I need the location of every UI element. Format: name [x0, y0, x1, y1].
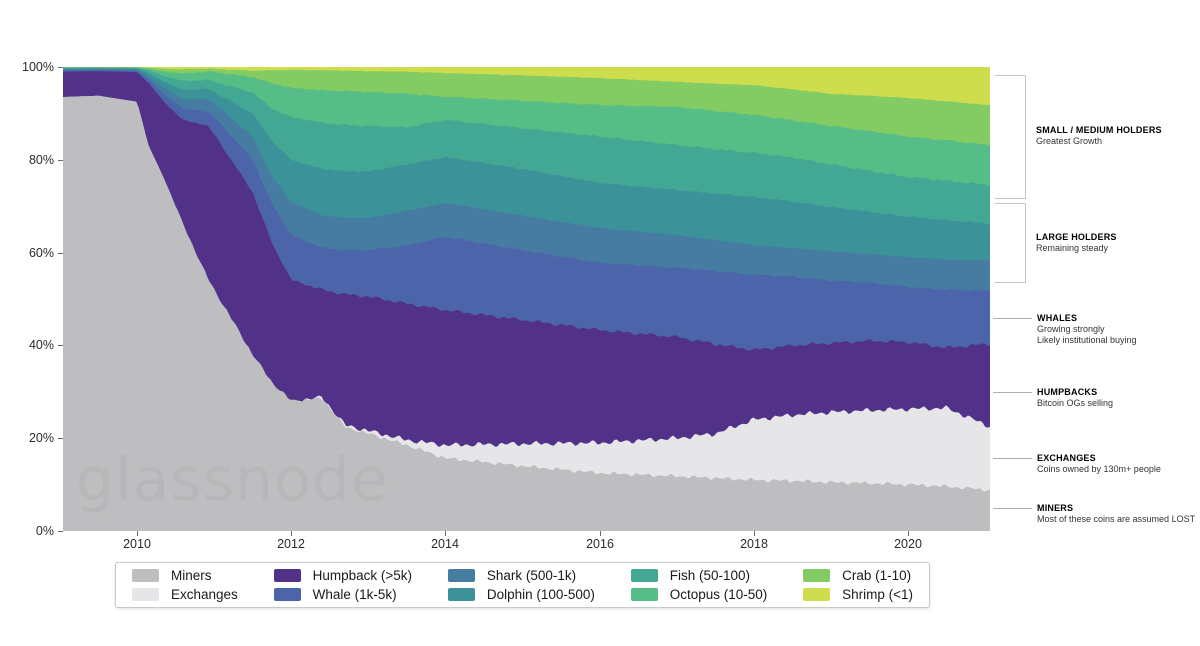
- x-axis-label-2018: 2018: [740, 537, 768, 551]
- annotation-line: Growing strongly: [1037, 324, 1105, 334]
- x-axis-label-2016: 2016: [586, 537, 614, 551]
- bracket-small-medium-holders: [995, 75, 1026, 199]
- annotation-miners: MINERS Most of these coins are assumed L…: [1037, 503, 1200, 525]
- legend-column: Crab (1-10) Shrimp (<1): [803, 567, 913, 603]
- legend-item-crab[interactable]: Crab (1-10): [803, 567, 913, 584]
- y-tick: [58, 531, 63, 532]
- shark-swatch-icon: [447, 569, 475, 582]
- legend-item-dolphin[interactable]: Dolphin (100-500): [447, 586, 595, 603]
- x-tick: [445, 531, 446, 536]
- annotation-line: Most of these coins are assumed LOST: [1037, 514, 1196, 524]
- legend-label: Shark (500-1k): [486, 568, 577, 583]
- legend-item-octopus[interactable]: Octopus (10-50): [630, 586, 768, 603]
- plot-area: glassnode: [63, 67, 990, 531]
- legend-column: Miners Exchanges: [132, 567, 238, 603]
- y-axis-label-20: 20%: [28, 431, 54, 445]
- legend-label: Miners: [171, 568, 212, 583]
- annotation-title: EXCHANGES: [1037, 453, 1096, 463]
- annotation-title: SMALL / MEDIUM HOLDERS: [1036, 125, 1162, 135]
- bracket-large-holders: [995, 203, 1026, 283]
- annotation-title: WHALES: [1037, 313, 1078, 323]
- legend-item-miners[interactable]: Miners: [132, 567, 238, 584]
- miners-swatch-icon: [132, 569, 159, 582]
- y-axis-label-80: 80%: [28, 153, 54, 167]
- y-axis-label-0: 0%: [35, 524, 54, 538]
- x-tick: [137, 531, 138, 536]
- annotation-whales: WHALES Growing strongly Likely instituti…: [1037, 313, 1200, 346]
- legend-item-exchanges[interactable]: Exchanges: [132, 586, 238, 603]
- humpback-swatch-icon: [273, 569, 301, 582]
- annotation-line: Greatest Growth: [1036, 136, 1103, 146]
- leader-line-whales: [993, 318, 1032, 319]
- legend-item-whale[interactable]: Whale (1k-5k): [273, 586, 412, 603]
- annotation-small-medium-holders: SMALL / MEDIUM HOLDERS Greatest Growth: [1036, 125, 1200, 147]
- y-axis-label-40: 40%: [28, 338, 54, 352]
- x-axis-label-2012: 2012: [277, 537, 305, 551]
- x-axis-label-2014: 2014: [431, 537, 459, 551]
- y-tick: [58, 160, 63, 161]
- x-axis-label-2010: 2010: [123, 537, 151, 551]
- y-tick: [58, 67, 63, 68]
- annotation-title: MINERS: [1037, 503, 1074, 513]
- legend-label: Fish (50-100): [669, 568, 751, 583]
- x-axis-label-2020: 2020: [894, 537, 922, 551]
- annotation-line: Remaining steady: [1036, 243, 1109, 253]
- annotation-humpbacks: HUMPBACKS Bitcoin OGs selling: [1037, 387, 1200, 409]
- leader-line-exchanges: [993, 458, 1032, 459]
- whale-swatch-icon: [273, 588, 301, 601]
- annotation-line: Coins owned by 130m+ people: [1037, 464, 1161, 474]
- legend-item-fish[interactable]: Fish (50-100): [630, 567, 768, 584]
- legend-item-humpback[interactable]: Humpback (>5k): [273, 567, 413, 584]
- annotation-line: Bitcoin OGs selling: [1037, 398, 1114, 408]
- annotation-title: HUMPBACKS: [1037, 387, 1098, 397]
- leader-line-miners: [993, 508, 1032, 509]
- octopus-swatch-icon: [630, 588, 658, 601]
- annotation-exchanges: EXCHANGES Coins owned by 130m+ people: [1037, 453, 1200, 475]
- annotation-line: Likely institutional buying: [1037, 335, 1137, 345]
- annotation-large-holders: LARGE HOLDERS Remaining steady: [1036, 232, 1200, 254]
- exchanges-swatch-icon: [132, 588, 159, 601]
- legend-label: Shrimp (<1): [842, 587, 913, 602]
- x-tick: [600, 531, 601, 536]
- legend-label: Octopus (10-50): [669, 587, 768, 602]
- y-tick: [58, 253, 63, 254]
- x-tick: [291, 531, 292, 536]
- x-tick: [754, 531, 755, 536]
- y-axis-label-100: 100%: [22, 60, 54, 74]
- legend-column: Humpback (>5k) Whale (1k-5k): [273, 567, 413, 603]
- legend-item-shark[interactable]: Shark (500-1k): [447, 567, 595, 584]
- y-tick: [58, 345, 63, 346]
- stacked-area-canvas: [63, 67, 990, 531]
- leader-line-humpbacks: [993, 392, 1032, 393]
- legend-label: Dolphin (100-500): [486, 587, 595, 602]
- legend-column: Fish (50-100) Octopus (10-50): [630, 567, 768, 603]
- dolphin-swatch-icon: [447, 588, 475, 601]
- legend-column: Shark (500-1k) Dolphin (100-500): [447, 567, 595, 603]
- fish-swatch-icon: [630, 569, 658, 582]
- legend-item-shrimp[interactable]: Shrimp (<1): [803, 586, 913, 603]
- y-axis-label-60: 60%: [28, 246, 54, 260]
- legend-label: Crab (1-10): [842, 568, 912, 583]
- legend: Miners Exchanges Humpback (>5k) Whale (1…: [115, 562, 930, 608]
- y-tick: [58, 438, 63, 439]
- crab-swatch-icon: [803, 569, 831, 582]
- legend-label: Whale (1k-5k): [312, 587, 397, 602]
- shrimp-swatch-icon: [803, 588, 831, 601]
- legend-label: Exchanges: [171, 587, 238, 602]
- annotation-title: LARGE HOLDERS: [1036, 232, 1117, 242]
- legend-label: Humpback (>5k): [312, 568, 413, 583]
- x-tick: [908, 531, 909, 536]
